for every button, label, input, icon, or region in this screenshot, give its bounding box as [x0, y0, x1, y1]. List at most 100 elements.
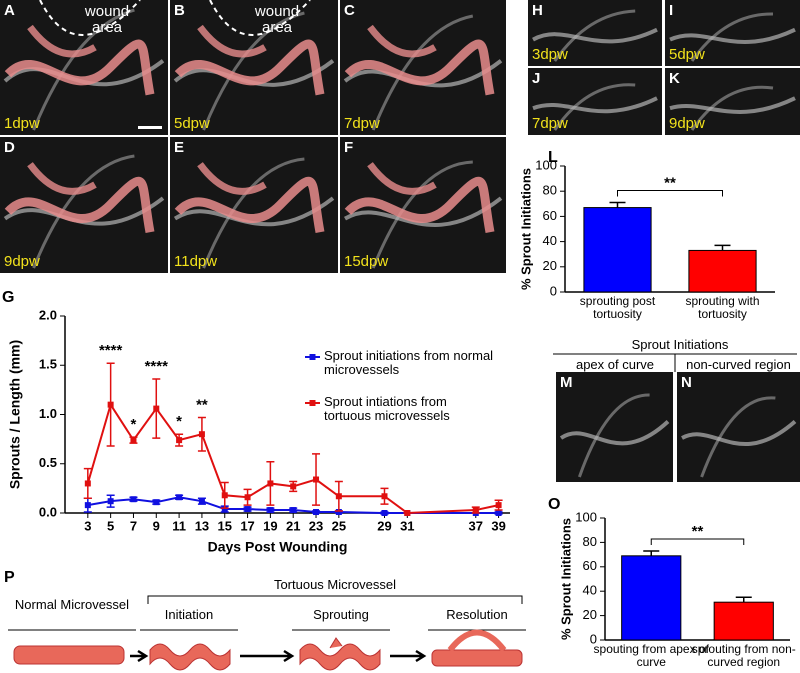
time-label: 1dpw — [4, 115, 40, 132]
panel-letter: O — [548, 496, 560, 513]
vessel — [690, 12, 774, 62]
panel-letter: D — [4, 139, 15, 156]
x-tick-label: 13 — [195, 518, 209, 533]
micrograph — [665, 68, 800, 135]
marker — [221, 492, 228, 499]
vessel — [532, 27, 658, 44]
significance: **** — [145, 358, 169, 375]
tortuous-vessel — [4, 176, 155, 234]
marker — [290, 507, 297, 514]
time-label: 11dpw — [174, 253, 217, 270]
legend-marker — [309, 354, 316, 360]
marker — [404, 510, 411, 516]
vessel — [553, 9, 636, 62]
marker — [153, 405, 160, 412]
panel-letter: J — [532, 70, 540, 87]
tortuous-vessel — [197, 24, 267, 58]
y-tick-label: 1.0 — [39, 406, 57, 421]
tortuous-vessel — [197, 162, 267, 195]
legend-marker — [309, 400, 316, 406]
marker — [153, 499, 160, 506]
marker — [313, 509, 320, 516]
marker — [313, 476, 320, 483]
time-label: 9dpw — [669, 115, 705, 132]
significance: **** — [99, 342, 123, 359]
panel-letter: P — [4, 569, 15, 586]
micrograph — [665, 0, 800, 66]
marker — [107, 401, 114, 408]
x-tick-label: sprouting with tortuosity — [685, 294, 760, 321]
legend-entry: Sprout intiations from tortuous microves… — [324, 394, 450, 423]
x-tick-label: 25 — [332, 518, 346, 533]
x-tick-label: 7 — [130, 518, 137, 533]
y-tick-label: 60 — [583, 558, 597, 573]
panel-letter: K — [669, 70, 680, 87]
diagram-label: Normal Microvessel — [14, 597, 130, 612]
tortuous-vessel — [344, 39, 495, 96]
x-tick-label: sprouting from non-curved region — [691, 642, 796, 669]
bar — [713, 601, 774, 641]
time-label: 5dpw — [669, 46, 705, 63]
legend-entry: Sprout initiations from normal microvess… — [324, 348, 494, 377]
time-label: 5dpw — [174, 115, 210, 132]
x-tick-label: 11 — [172, 518, 186, 533]
wound-boundary — [39, 0, 141, 36]
y-tick-label: 60 — [543, 208, 557, 223]
marker — [130, 496, 137, 503]
marker — [381, 510, 388, 516]
error-bar — [643, 550, 660, 556]
x-tick-label: 31 — [400, 518, 414, 533]
y-tick-label: 80 — [543, 183, 557, 198]
tortuous-vessel — [4, 39, 155, 96]
y-tick-label: 0.0 — [39, 504, 57, 519]
bar — [583, 207, 652, 293]
y-tick-label: 100 — [575, 509, 597, 524]
y-tick-label: 0 — [590, 631, 597, 646]
inset-title: Sprout Initiations — [631, 337, 729, 352]
y-tick-label: 20 — [583, 607, 597, 622]
x-axis-label: Days Post Wounding — [208, 539, 348, 555]
vessel — [669, 27, 796, 44]
y-tick-label: 80 — [583, 534, 597, 549]
significance: ** — [664, 175, 676, 192]
marker — [495, 510, 502, 516]
significance: ** — [692, 523, 704, 540]
diagram-label: Initiation — [164, 607, 214, 622]
y-tick-label: 40 — [583, 583, 597, 598]
panel-letter: A — [4, 2, 15, 19]
x-tick-label: 37 — [469, 518, 483, 533]
wound-label: wound area — [254, 3, 300, 36]
micrograph — [556, 372, 673, 482]
vessel-icon — [13, 645, 125, 665]
marker — [107, 498, 114, 505]
x-tick-label: 17 — [240, 518, 254, 533]
vessel — [690, 85, 774, 131]
marker — [267, 507, 274, 514]
arrow — [390, 649, 427, 663]
panel-letter: N — [681, 374, 692, 391]
marker — [495, 502, 502, 509]
micrograph — [528, 68, 662, 135]
tortuous-vessel — [27, 162, 97, 195]
x-tick-label: sprouting post tortuosity — [579, 294, 656, 321]
x-tick-label: spouting from apex of curve — [593, 642, 709, 669]
marker — [335, 493, 342, 500]
marker — [84, 480, 91, 487]
vessel — [669, 96, 796, 114]
time-label: 9dpw — [4, 253, 40, 270]
arrow — [240, 649, 295, 663]
vessel — [344, 196, 503, 227]
vessel-icon — [299, 643, 381, 671]
y-tick-label: 1.5 — [39, 357, 57, 372]
y-tick-label: 0.5 — [39, 455, 57, 470]
vessel — [577, 393, 650, 478]
marker — [335, 509, 342, 516]
wound-label: wound area — [84, 3, 130, 36]
error-bar — [609, 201, 626, 208]
sprout-icon — [447, 629, 507, 652]
panel-letter: F — [344, 139, 353, 156]
vessel — [700, 396, 776, 478]
x-tick-label: 15 — [218, 518, 232, 533]
